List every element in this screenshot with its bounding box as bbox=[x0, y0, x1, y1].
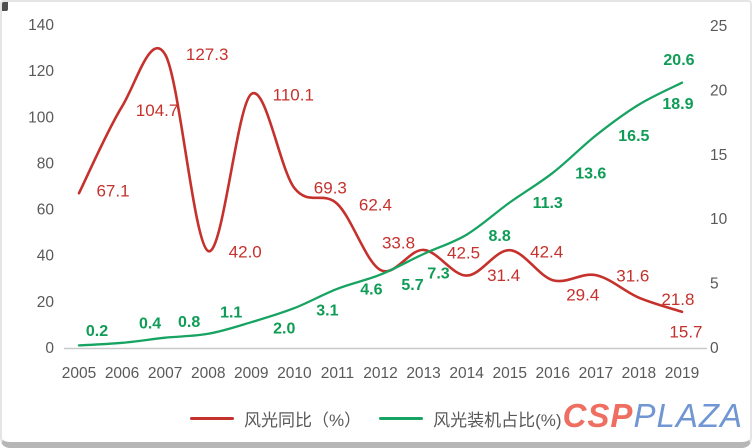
data-label-green: 20.6 bbox=[663, 52, 694, 69]
left-axis-tick-label: 60 bbox=[37, 202, 55, 219]
x-axis-tick-label: 2017 bbox=[579, 365, 613, 382]
left-axis-tick-label: 40 bbox=[37, 248, 55, 265]
data-label-red: 31.4 bbox=[487, 266, 520, 285]
cspplaza-logo: CSPPLAZA bbox=[563, 398, 743, 434]
x-axis-tick-label: 2019 bbox=[665, 365, 699, 382]
data-label-red: 127.3 bbox=[186, 45, 229, 64]
data-label-green: 11.3 bbox=[533, 195, 563, 212]
logo-plaza-text: PLAZA bbox=[633, 397, 743, 434]
legend: 风光同比（%） 风光装机占比(%) bbox=[190, 406, 562, 431]
data-label-green: 5.7 bbox=[401, 277, 423, 294]
data-label-red: 42.5 bbox=[447, 243, 480, 262]
series-line-green bbox=[77, 81, 684, 347]
logo-csp-text: CSP bbox=[562, 397, 634, 434]
x-axis-tick-label: 2005 bbox=[62, 365, 96, 382]
x-axis-tick-label: 2018 bbox=[622, 365, 656, 382]
left-axis-tick-label: 100 bbox=[28, 109, 54, 126]
x-axis-tick-label: 2011 bbox=[321, 365, 354, 382]
data-label-green: 3.1 bbox=[316, 303, 338, 320]
left-axis-tick-label: 0 bbox=[45, 340, 54, 357]
data-label-green: 0.2 bbox=[86, 323, 108, 340]
data-label-green: 2.0 bbox=[273, 321, 295, 338]
data-label-red: 67.1 bbox=[96, 182, 129, 201]
data-label-green: 0.4 bbox=[139, 315, 161, 332]
x-axis-tick-label: 2009 bbox=[234, 365, 268, 382]
legend-label-red: 风光同比（%） bbox=[244, 411, 362, 430]
data-label-green: 4.6 bbox=[360, 281, 382, 298]
x-axis-tick-label: 2014 bbox=[449, 365, 484, 382]
data-label-red: 62.4 bbox=[359, 196, 392, 215]
data-label-red: 110.1 bbox=[273, 85, 314, 104]
left-axis-tick-label: 20 bbox=[37, 294, 55, 311]
x-axis-tick-label: 2008 bbox=[191, 365, 225, 382]
left-axis-tick-label: 80 bbox=[37, 155, 55, 172]
x-axis-tick-label: 2015 bbox=[492, 365, 526, 382]
left-axis-tick-label: 120 bbox=[28, 63, 54, 80]
data-label-red: 15.7 bbox=[669, 322, 702, 341]
x-axis-tick-label: 2013 bbox=[406, 365, 440, 382]
x-axis-tick-label: 2012 bbox=[363, 365, 397, 382]
legend-label-green: 风光装机占比(%) bbox=[433, 411, 562, 430]
legend-line-green-swatch bbox=[379, 417, 424, 420]
right-axis-tick-label: 0 bbox=[710, 340, 719, 357]
data-label-red: 21.8 bbox=[661, 290, 694, 309]
legend-item-red: 风光同比（%） bbox=[190, 406, 361, 431]
x-axis-tick-label: 2010 bbox=[277, 365, 312, 382]
data-label-green: 8.8 bbox=[489, 228, 511, 245]
data-label-green: 1.1 bbox=[220, 304, 242, 321]
x-axis-tick-label: 2016 bbox=[536, 365, 570, 382]
data-label-red: 33.8 bbox=[382, 234, 415, 253]
right-axis-tick-label: 5 bbox=[710, 276, 719, 293]
data-label-red: 31.6 bbox=[616, 267, 649, 286]
data-label-green: 16.5 bbox=[618, 128, 649, 145]
legend-line-red-swatch bbox=[190, 417, 234, 420]
legend-item-green: 风光装机占比(%) bbox=[379, 406, 562, 431]
right-axis-tick-label: 10 bbox=[710, 211, 728, 228]
data-label-green: 13.6 bbox=[575, 165, 606, 182]
data-label-red: 42.0 bbox=[229, 243, 262, 262]
x-axis-tick-label: 2006 bbox=[105, 365, 139, 382]
data-label-red: 29.4 bbox=[566, 286, 599, 305]
data-label-red: 69.3 bbox=[314, 179, 347, 198]
corner-artifact bbox=[2, 2, 8, 11]
right-axis-tick-label: 15 bbox=[710, 147, 727, 164]
data-label-red: 42.4 bbox=[530, 243, 563, 262]
data-label-green: 18.9 bbox=[662, 96, 693, 113]
data-label-green: 7.3 bbox=[427, 265, 449, 282]
x-axis-tick-label: 2007 bbox=[148, 365, 182, 382]
right-axis-tick-label: 20 bbox=[710, 82, 728, 99]
left-axis-tick-label: 140 bbox=[28, 17, 54, 34]
series-line-red bbox=[77, 46, 684, 314]
right-axis-tick-label: 25 bbox=[710, 18, 727, 35]
data-label-green: 0.8 bbox=[178, 314, 200, 331]
data-label-red: 104.7 bbox=[136, 101, 179, 120]
